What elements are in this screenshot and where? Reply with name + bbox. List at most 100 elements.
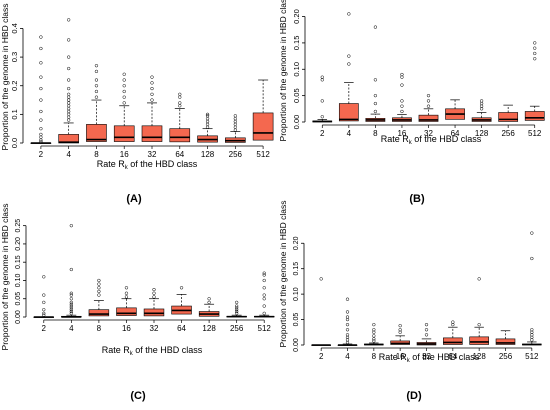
panel-d-label: (D) xyxy=(406,390,422,402)
outlier-point xyxy=(150,92,154,96)
panel-b-ylabel: Proportion of the genome in HBD class xyxy=(278,0,288,141)
outlier-point xyxy=(533,57,537,61)
outlier-point xyxy=(530,256,534,261)
outlier-point xyxy=(372,334,376,338)
outlier-point xyxy=(150,81,154,85)
box-16 xyxy=(113,72,135,142)
outlier-point xyxy=(39,61,43,65)
outlier-point xyxy=(42,313,46,317)
outlier-point xyxy=(235,300,239,305)
outlier-point xyxy=(262,311,266,315)
x-tick-label: 256 xyxy=(501,129,515,138)
y-tick-label: 0.15 xyxy=(15,255,22,269)
outlier-point xyxy=(235,308,239,312)
box-8 xyxy=(86,64,107,142)
outlier-point xyxy=(67,18,71,22)
x-tick-label: 16 xyxy=(122,324,131,333)
box-8 xyxy=(88,278,110,317)
box-4 xyxy=(338,12,359,122)
outlier-point xyxy=(124,286,129,290)
y-tick-label: 0.3 xyxy=(10,52,19,62)
outlier-point xyxy=(94,95,99,99)
outlier-point xyxy=(345,338,350,342)
outlier-point xyxy=(69,300,73,305)
outlier-point xyxy=(42,275,46,279)
outlier-point xyxy=(150,86,154,91)
outlier-point xyxy=(39,46,43,51)
outlier-point xyxy=(451,323,455,327)
outlier-point xyxy=(372,330,376,334)
box-256 xyxy=(225,114,246,143)
outlier-point xyxy=(477,323,481,327)
box-8 xyxy=(364,323,384,346)
outlier-point xyxy=(94,84,99,88)
panel-d-boxes xyxy=(311,231,542,346)
panel-c: Proportion of the genome in HBD class 0.… xyxy=(0,204,275,402)
box-iqr xyxy=(113,125,135,142)
outlier-point xyxy=(69,291,73,295)
outlier-point xyxy=(373,78,378,82)
y-tick-label: 0.00 xyxy=(293,338,300,352)
panel-a-yaxis: 0.0 0.1 0.2 0.3 0.4 xyxy=(10,23,24,148)
box-iqr xyxy=(86,124,107,142)
panel-d-yaxis: 0.00 0.05 0.10 0.15 0.20 xyxy=(293,236,305,352)
outlier-point xyxy=(372,323,376,327)
outlier-point xyxy=(124,295,129,299)
y-tick-label: 0.25 xyxy=(15,219,22,233)
x-tick-label: 2 xyxy=(319,352,324,361)
panel-c-yaxis: 0.00 0.05 0.10 0.15 0.20 0.25 xyxy=(15,219,27,324)
outlier-point xyxy=(262,293,266,297)
x-tick-label: 128 xyxy=(201,150,215,159)
outlier-point xyxy=(320,99,324,103)
outlier-point xyxy=(345,340,350,345)
panel-d-ylabel: Proportion of the genome in HBD class xyxy=(278,201,288,348)
x-tick-label: 512 xyxy=(256,150,270,159)
x-tick-label: 256 xyxy=(230,324,244,333)
box-256 xyxy=(498,104,519,122)
outlier-point xyxy=(39,35,43,39)
outlier-point xyxy=(373,109,378,114)
outlier-point xyxy=(122,84,126,88)
outlier-point xyxy=(97,282,101,286)
box-256 xyxy=(226,300,247,318)
outlier-point xyxy=(372,328,376,332)
x-tick-label: 512 xyxy=(258,324,272,333)
y-tick-label: 0.20 xyxy=(292,9,301,24)
box-512 xyxy=(252,79,274,141)
box-iqr xyxy=(498,112,519,122)
box-iqr xyxy=(58,134,79,144)
box-4 xyxy=(61,224,82,318)
box-128 xyxy=(471,99,492,122)
panel-a-boxes xyxy=(30,18,274,144)
outlier-point xyxy=(69,302,73,306)
outlier-point xyxy=(345,323,350,327)
outlier-point xyxy=(39,132,43,137)
outlier-point xyxy=(152,291,156,295)
x-tick-label: 4 xyxy=(347,129,352,138)
box-iqr xyxy=(141,125,163,142)
outlier-point xyxy=(530,330,534,334)
outlier-point xyxy=(530,231,534,235)
outlier-point xyxy=(42,311,46,315)
outlier-point xyxy=(345,335,350,340)
x-tick-label: 4 xyxy=(66,150,71,159)
box-iqr xyxy=(169,128,191,143)
outlier-point xyxy=(205,114,210,118)
outlier-point xyxy=(372,339,376,343)
box-256 xyxy=(495,330,516,345)
outlier-point xyxy=(42,293,46,297)
outlier-point xyxy=(152,287,156,292)
box-2 xyxy=(30,35,52,144)
outlier-point xyxy=(400,109,404,114)
outlier-point xyxy=(122,72,126,76)
outlier-point xyxy=(345,317,350,322)
outlier-point xyxy=(39,86,43,91)
box-iqr xyxy=(443,337,463,345)
outlier-point xyxy=(207,297,211,301)
box-iqr xyxy=(495,338,516,345)
outlier-point xyxy=(42,308,46,312)
outlier-point xyxy=(67,55,71,59)
outlier-point xyxy=(530,338,534,342)
